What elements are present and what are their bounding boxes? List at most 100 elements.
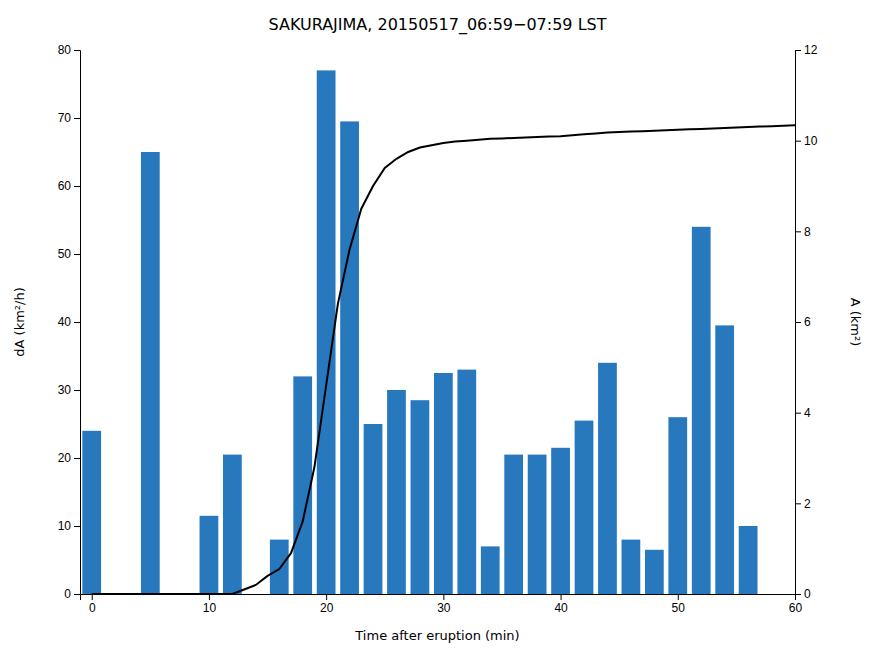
tick-mark	[326, 594, 327, 600]
bar	[200, 516, 219, 594]
tick-mark	[74, 594, 80, 595]
bar	[622, 540, 641, 594]
tick-label: 20	[58, 451, 72, 465]
tick: 2	[795, 497, 811, 511]
tick: 60	[789, 594, 803, 615]
tick: 70	[58, 111, 80, 125]
y2-axis-title: A (km²)	[848, 298, 863, 347]
bar	[270, 540, 289, 594]
tick-mark	[561, 594, 562, 600]
tick-label: 10	[58, 519, 72, 533]
tick-mark	[209, 594, 210, 600]
tick-label: 40	[58, 315, 72, 329]
title: SAKURAJIMA, 20150517_06:59−07:59 LST	[269, 15, 607, 35]
bar	[504, 455, 523, 594]
bar	[141, 152, 160, 594]
tick: 4	[795, 406, 811, 420]
tick: 0	[89, 594, 96, 615]
tick-label: 50	[58, 247, 72, 261]
tick-mark	[74, 458, 80, 459]
tick-label: 50	[672, 601, 686, 615]
bar	[692, 227, 711, 594]
tick: 30	[437, 594, 451, 615]
bar	[551, 448, 570, 594]
tick-label: 10	[804, 134, 818, 148]
tick-mark	[74, 118, 80, 119]
bar	[317, 70, 336, 594]
tick-label: 30	[58, 383, 72, 397]
tick: 12	[795, 43, 818, 57]
tick-mark	[678, 594, 679, 600]
tick-mark	[92, 594, 93, 600]
tick-label: 0	[89, 601, 96, 615]
tick-label: 0	[64, 587, 71, 601]
x-axis-title: Time after eruption (min)	[354, 628, 519, 643]
axis-line	[81, 595, 796, 601]
tick-label: 30	[437, 601, 451, 615]
bar	[387, 390, 406, 594]
tick-mark	[74, 186, 80, 187]
bar	[364, 424, 383, 594]
tick: 20	[320, 594, 334, 615]
tick-mark	[795, 231, 801, 232]
tick: 10	[203, 594, 217, 615]
tick: 20	[58, 451, 80, 465]
tick-label: 12	[804, 43, 818, 57]
bar-series	[82, 70, 757, 594]
tick-mark	[74, 50, 80, 51]
tick-label: 60	[789, 601, 803, 615]
bar	[645, 550, 664, 594]
tick-label: 20	[320, 601, 334, 615]
tick-mark	[795, 322, 801, 323]
tick-label: 6	[804, 315, 811, 329]
tick-label: 4	[804, 406, 811, 420]
y-axis-title: dA (km²/h)	[12, 287, 27, 356]
marks	[82, 70, 795, 594]
tick-mark	[795, 141, 801, 142]
plot-area: 010203040506001020304050607080024681012	[58, 43, 818, 614]
bar	[528, 455, 547, 594]
tick: 0	[64, 587, 80, 601]
tick-mark	[795, 594, 801, 595]
tick-mark	[74, 526, 80, 527]
tick-label: 0	[804, 587, 811, 601]
tick: 30	[58, 383, 80, 397]
axis-line	[796, 51, 802, 595]
bar	[82, 431, 101, 594]
axis: 0 10 20 30 40 50 60 70 80	[58, 43, 81, 601]
bar	[340, 121, 359, 594]
tick: 80	[58, 43, 80, 57]
tick-mark	[795, 413, 801, 414]
tick: 10	[795, 134, 818, 148]
tick-label: 40	[554, 601, 568, 615]
bar	[598, 363, 617, 594]
bar	[762, 594, 781, 595]
bar	[293, 376, 312, 594]
tick: 60	[58, 179, 80, 193]
bar	[575, 421, 594, 594]
tick-mark	[795, 50, 801, 51]
bar	[715, 325, 734, 594]
bar	[668, 417, 687, 594]
line	[92, 125, 795, 594]
tick: 50	[58, 247, 80, 261]
chart: 010203040506001020304050607080024681012S…	[0, 0, 875, 656]
bar	[457, 370, 476, 594]
tick-mark	[74, 322, 80, 323]
tick-mark	[795, 503, 801, 504]
tick-mark	[443, 594, 444, 600]
tick: 40	[58, 315, 80, 329]
bar	[481, 546, 500, 594]
bar	[739, 526, 758, 594]
tick-label: 80	[58, 43, 72, 57]
bar	[411, 400, 430, 594]
tick-label: 10	[203, 601, 217, 615]
tick-mark	[74, 254, 80, 255]
tick: 0	[795, 587, 811, 601]
tick-label: 8	[804, 225, 811, 239]
tick: 50	[672, 594, 686, 615]
bar	[223, 455, 242, 594]
tick: 10	[58, 519, 80, 533]
bar	[434, 373, 453, 594]
axis-line	[74, 51, 81, 595]
